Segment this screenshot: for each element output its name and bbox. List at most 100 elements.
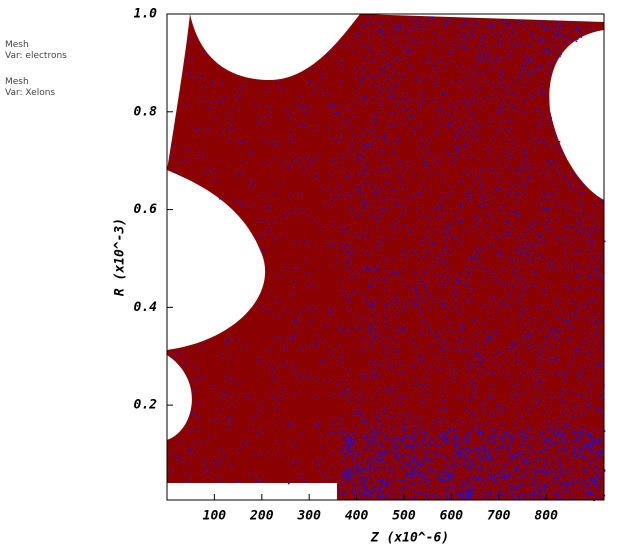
particle [498, 250, 500, 253]
particle [590, 441, 593, 443]
particle [576, 441, 578, 443]
particle [341, 243, 343, 245]
particle [526, 182, 529, 184]
particle [596, 254, 599, 257]
particle [406, 286, 409, 288]
particle [205, 465, 208, 467]
particle [500, 42, 502, 44]
particle [547, 210, 550, 212]
y-tick-label: 0.8 [134, 104, 158, 119]
particle [233, 109, 236, 111]
particle [557, 205, 560, 208]
particle [479, 39, 482, 41]
particle [561, 397, 563, 400]
particle [560, 483, 563, 486]
particle [365, 266, 367, 269]
particle [359, 197, 362, 200]
particle [409, 461, 412, 464]
particle [194, 452, 196, 455]
particle [442, 181, 444, 184]
particle [396, 341, 398, 343]
particle [360, 81, 363, 84]
particle [556, 493, 559, 496]
particle [414, 457, 417, 460]
particle [582, 209, 585, 212]
particle [521, 470, 524, 472]
particle [574, 175, 576, 177]
particle [565, 321, 568, 323]
particle [332, 243, 334, 245]
particle [420, 136, 422, 139]
particle [516, 200, 518, 203]
particle [415, 79, 417, 81]
particle [476, 429, 478, 431]
particle [471, 98, 474, 100]
particle [503, 234, 506, 237]
particle [340, 470, 343, 473]
particle [366, 434, 369, 437]
particle [591, 313, 594, 316]
particle [440, 454, 442, 456]
particle [578, 430, 581, 433]
particle [503, 28, 505, 31]
particle [440, 37, 443, 39]
particle [370, 306, 373, 308]
particle [467, 364, 469, 367]
particle [348, 308, 350, 310]
particle [487, 335, 490, 337]
particle [368, 18, 371, 21]
particle [394, 306, 396, 308]
particle [226, 114, 229, 116]
particle [499, 79, 502, 81]
particle [473, 119, 476, 122]
particle [446, 468, 449, 470]
particle [380, 442, 383, 445]
particle [192, 441, 195, 443]
particle [330, 106, 332, 108]
particle [486, 193, 488, 195]
particle [456, 220, 458, 223]
particle [480, 204, 482, 207]
particle [278, 441, 280, 443]
particle [230, 463, 232, 465]
particle [582, 192, 584, 195]
particle [452, 51, 455, 53]
particle [376, 83, 378, 86]
particle [524, 57, 526, 60]
particle [487, 123, 490, 125]
particle [540, 90, 543, 93]
particle [401, 371, 403, 374]
particle [437, 207, 439, 209]
particle [391, 428, 393, 431]
particle [406, 488, 409, 490]
particle [309, 243, 312, 245]
particle [492, 482, 495, 485]
particle [534, 270, 536, 272]
particle [588, 443, 591, 446]
particle [474, 447, 477, 450]
particle [455, 80, 457, 82]
particle [491, 475, 493, 478]
particle [584, 407, 587, 409]
particle [439, 173, 441, 175]
particle [268, 227, 271, 230]
particle [455, 467, 458, 469]
particle [544, 469, 547, 472]
particle [429, 189, 431, 192]
particle [564, 249, 566, 252]
particle [439, 107, 442, 110]
particle [534, 341, 536, 344]
particle [374, 397, 376, 399]
particle [536, 124, 539, 126]
particle [337, 61, 340, 63]
particle [275, 315, 277, 318]
particle [446, 276, 449, 278]
particle [373, 458, 376, 460]
particle [496, 447, 499, 449]
particle [319, 188, 322, 191]
particle [310, 68, 312, 70]
particle [559, 329, 561, 332]
particle [435, 162, 438, 165]
particle [370, 331, 372, 333]
particle [363, 155, 365, 158]
